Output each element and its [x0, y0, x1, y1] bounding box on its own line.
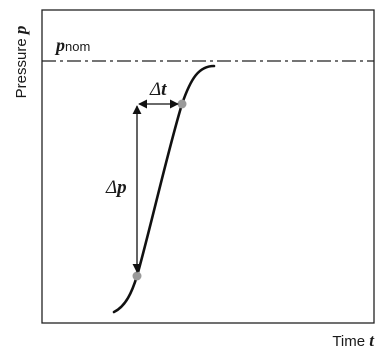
x-axis-label: Time t: [332, 331, 375, 350]
y-axis-label: Pressure p: [11, 26, 30, 99]
delta-t-delta: Δ: [149, 79, 161, 100]
lower-measurement-point: [132, 271, 142, 281]
pressure-curve: [112, 64, 216, 314]
delta-t-label: Δt: [149, 79, 167, 100]
x-axis-symbol: t: [369, 331, 375, 350]
nominal-pressure-symbol: p: [54, 35, 65, 55]
x-axis-label-text: Time: [332, 333, 365, 350]
delta-p-symbol: p: [115, 177, 127, 198]
delta-t-symbol: t: [161, 79, 167, 100]
plot-frame: [41, 9, 375, 324]
delta-p-label: Δp: [105, 177, 127, 198]
y-axis-label-text: Pressure: [13, 38, 30, 98]
upper-measurement-point: [177, 99, 187, 109]
y-axis-symbol: p: [11, 26, 30, 37]
delta-p-delta: Δ: [105, 177, 117, 198]
nominal-pressure-label: pnom: [54, 35, 90, 55]
nominal-pressure-subscript: nom: [65, 39, 90, 54]
